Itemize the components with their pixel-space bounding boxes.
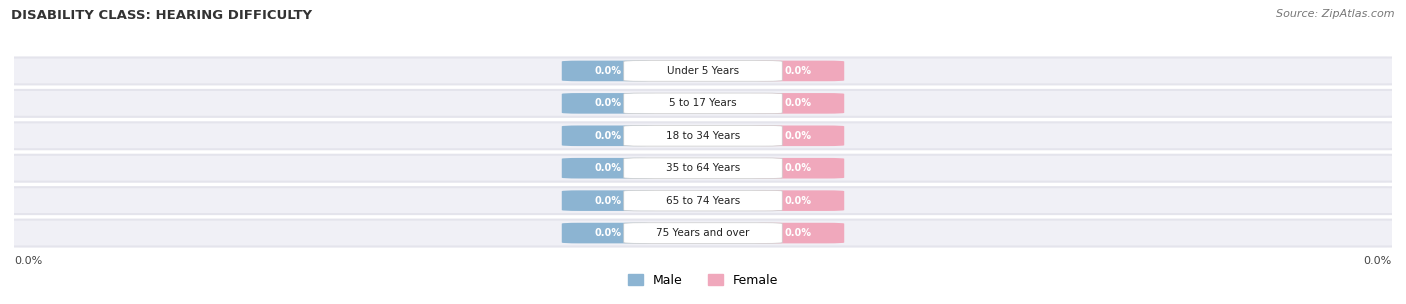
- FancyBboxPatch shape: [624, 126, 782, 146]
- Text: 0.0%: 0.0%: [595, 98, 621, 108]
- Text: 18 to 34 Years: 18 to 34 Years: [666, 131, 740, 141]
- FancyBboxPatch shape: [562, 223, 655, 244]
- FancyBboxPatch shape: [562, 93, 655, 114]
- FancyBboxPatch shape: [751, 60, 844, 81]
- FancyBboxPatch shape: [562, 158, 655, 178]
- Text: 35 to 64 Years: 35 to 64 Years: [666, 163, 740, 173]
- FancyBboxPatch shape: [751, 126, 844, 146]
- Text: 65 to 74 Years: 65 to 74 Years: [666, 196, 740, 206]
- Text: 0.0%: 0.0%: [785, 131, 811, 141]
- FancyBboxPatch shape: [562, 190, 655, 211]
- Text: 5 to 17 Years: 5 to 17 Years: [669, 98, 737, 108]
- Text: Source: ZipAtlas.com: Source: ZipAtlas.com: [1277, 9, 1395, 19]
- FancyBboxPatch shape: [624, 93, 782, 114]
- FancyBboxPatch shape: [0, 57, 1406, 85]
- FancyBboxPatch shape: [0, 90, 1406, 117]
- Text: 0.0%: 0.0%: [1364, 256, 1392, 266]
- Text: 0.0%: 0.0%: [785, 163, 811, 173]
- Text: 75 Years and over: 75 Years and over: [657, 228, 749, 238]
- Text: Under 5 Years: Under 5 Years: [666, 66, 740, 76]
- FancyBboxPatch shape: [624, 60, 782, 81]
- FancyBboxPatch shape: [0, 155, 1406, 182]
- Text: 0.0%: 0.0%: [14, 256, 42, 266]
- FancyBboxPatch shape: [0, 122, 1406, 149]
- Legend: Male, Female: Male, Female: [623, 269, 783, 292]
- FancyBboxPatch shape: [624, 158, 782, 178]
- FancyBboxPatch shape: [751, 93, 844, 114]
- Text: 0.0%: 0.0%: [785, 98, 811, 108]
- FancyBboxPatch shape: [751, 158, 844, 178]
- FancyBboxPatch shape: [624, 223, 782, 244]
- Text: 0.0%: 0.0%: [785, 196, 811, 206]
- Text: 0.0%: 0.0%: [595, 196, 621, 206]
- FancyBboxPatch shape: [751, 223, 844, 244]
- FancyBboxPatch shape: [562, 60, 655, 81]
- FancyBboxPatch shape: [624, 190, 782, 211]
- FancyBboxPatch shape: [562, 126, 655, 146]
- FancyBboxPatch shape: [0, 187, 1406, 214]
- FancyBboxPatch shape: [751, 190, 844, 211]
- Text: 0.0%: 0.0%: [785, 228, 811, 238]
- Text: 0.0%: 0.0%: [785, 66, 811, 76]
- Text: 0.0%: 0.0%: [595, 131, 621, 141]
- FancyBboxPatch shape: [0, 219, 1406, 247]
- Text: DISABILITY CLASS: HEARING DIFFICULTY: DISABILITY CLASS: HEARING DIFFICULTY: [11, 9, 312, 22]
- Text: 0.0%: 0.0%: [595, 66, 621, 76]
- Text: 0.0%: 0.0%: [595, 163, 621, 173]
- Text: 0.0%: 0.0%: [595, 228, 621, 238]
